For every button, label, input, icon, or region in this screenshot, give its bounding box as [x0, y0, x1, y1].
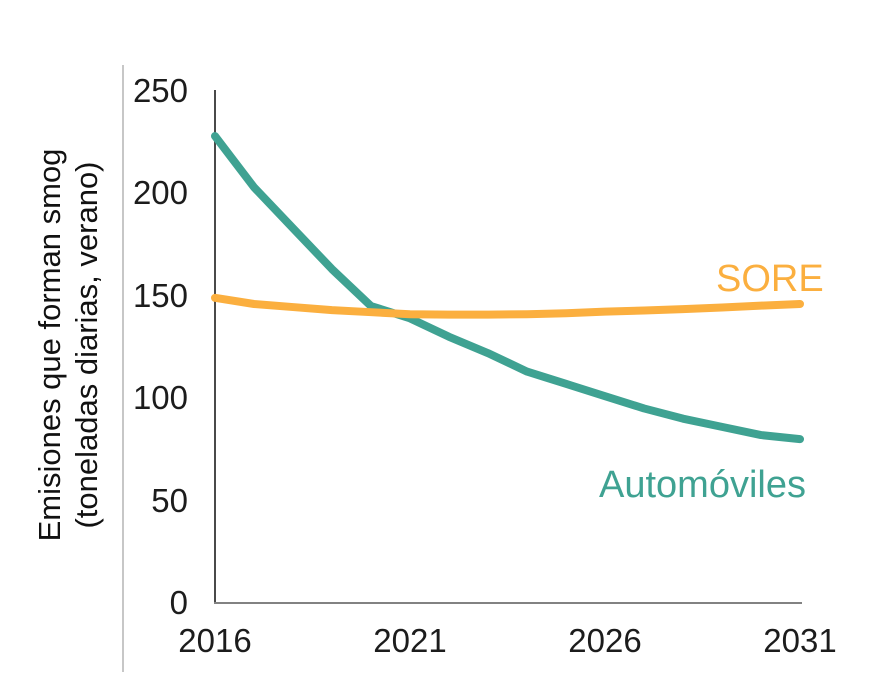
y-tick-label: 200 [132, 174, 188, 212]
series-label-automoviles: Automóviles [599, 464, 806, 506]
series-label-sore: SORE [716, 258, 824, 300]
x-tick-label: 2016 [178, 622, 252, 659]
left-border-line [122, 65, 124, 672]
y-tick-label: 50 [151, 481, 188, 519]
y-tick-label: 0 [169, 584, 188, 621]
x-tick-label: 2021 [373, 622, 447, 659]
y-tick-label: 150 [132, 276, 188, 314]
x-tick-label: 2031 [763, 622, 837, 659]
y-tick-label: 250 [132, 72, 188, 109]
x-tick-label: 2026 [568, 622, 642, 659]
series-line-sore [211, 293, 804, 319]
series-line-automoviles [211, 132, 804, 444]
y-tick-label: 100 [132, 379, 188, 417]
